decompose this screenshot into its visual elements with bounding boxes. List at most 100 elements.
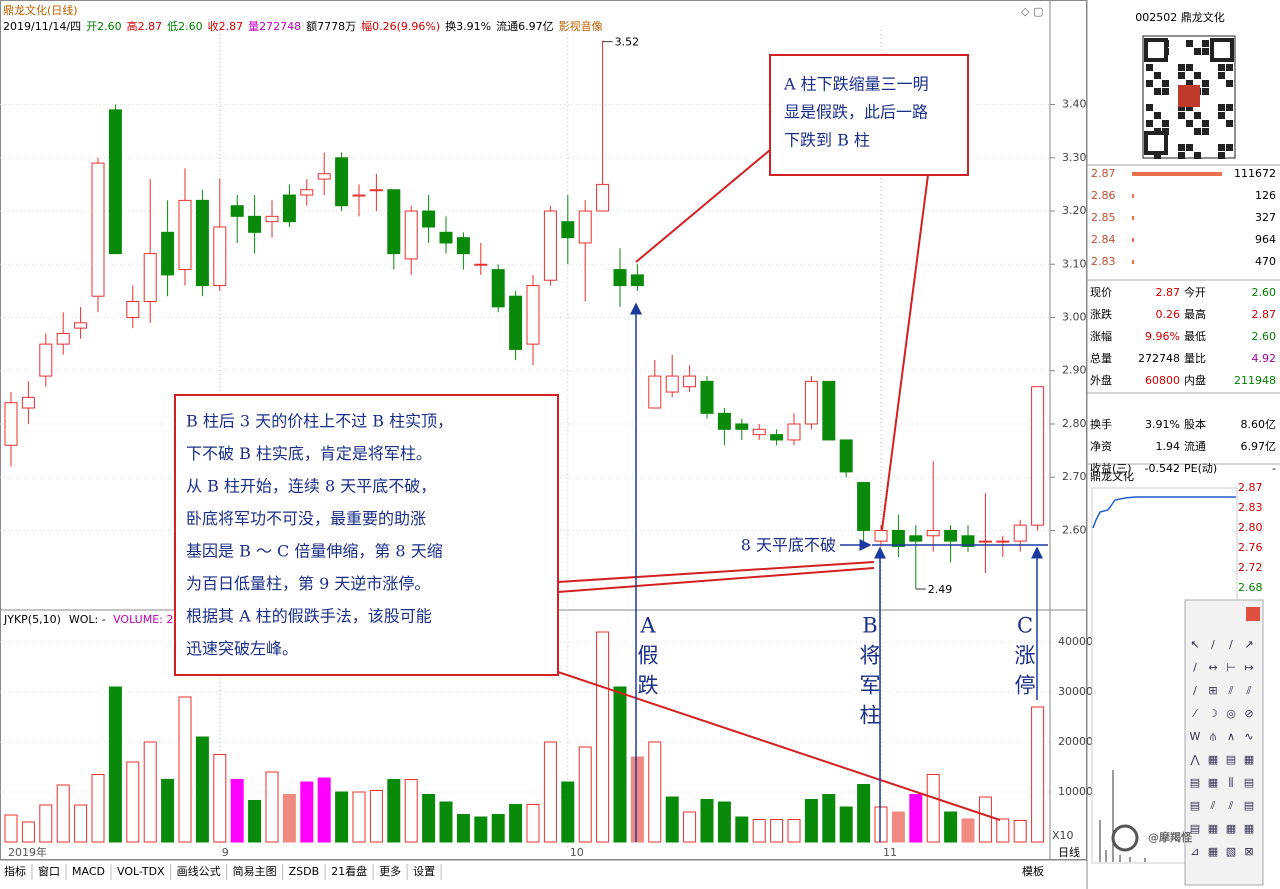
tool-icon[interactable]: ▦: [1226, 822, 1236, 835]
tool-icon[interactable]: ⊢: [1226, 661, 1236, 674]
tool-icon[interactable]: ◎: [1226, 707, 1236, 720]
tool-icon[interactable]: ⋀: [1189, 753, 1200, 766]
quote-cell: 涨幅: [1090, 330, 1112, 343]
info-item: 幅0.26(9.96%): [361, 20, 440, 33]
stock-code: 002502 鼎龙文化: [1135, 10, 1225, 24]
order-volume: 126: [1255, 189, 1276, 202]
candle-body: [491, 269, 505, 308]
quote-cell: 总量: [1090, 351, 1112, 365]
tool-icon[interactable]: ⫽: [1228, 684, 1234, 697]
qr-cell: [1202, 88, 1209, 95]
tool-icon[interactable]: ▤: [1244, 799, 1254, 812]
tool-icon[interactable]: ▤: [1190, 776, 1200, 789]
y-tick-label: 2.90: [1062, 364, 1087, 377]
volume-bar: [996, 818, 1010, 843]
tool-icon[interactable]: ↦: [1244, 661, 1253, 674]
marker-text: C: [1017, 614, 1033, 638]
tool-icon[interactable]: ⁄: [1191, 707, 1198, 720]
quote-cell: -0.542: [1145, 462, 1180, 475]
marker-text: 柱: [860, 704, 881, 728]
quote-cell: 2.87: [1252, 308, 1277, 321]
close-button[interactable]: [1246, 607, 1260, 621]
tool-icon[interactable]: ☽: [1208, 707, 1218, 720]
tool-icon[interactable]: ▤: [1226, 753, 1236, 766]
tool-icon[interactable]: /: [1211, 638, 1215, 651]
mini-axis-label: 2.68: [1238, 581, 1263, 594]
note-line: 根据其 A 柱的假跌手法，该股可能: [186, 607, 432, 626]
tool-icon[interactable]: ▤: [1190, 822, 1200, 835]
qr-cell: [1202, 120, 1209, 127]
tool-icon[interactable]: ▦: [1208, 822, 1218, 835]
quote-cell: 收益(三): [1090, 461, 1132, 475]
info-item: 额7778万: [306, 20, 356, 33]
volume-bar: [926, 774, 940, 843]
quote-cell: 6.97亿: [1241, 440, 1277, 453]
x-tick-label: 11: [883, 846, 897, 859]
candle-body: [369, 189, 383, 192]
qr-cell: [1146, 104, 1153, 111]
tool-icon[interactable]: ↔: [1208, 661, 1217, 674]
volume-bar: [74, 804, 88, 843]
window-icon[interactable]: ◇ ▢: [1021, 5, 1043, 18]
tool-icon[interactable]: ⫽: [1210, 799, 1216, 812]
candle-body: [265, 215, 279, 223]
candle-body: [996, 540, 1010, 543]
quote-cell: 涨跌: [1090, 307, 1112, 321]
qr-finder: [1210, 38, 1234, 62]
tool-icon[interactable]: ⊠: [1244, 845, 1253, 858]
tool-icon[interactable]: ▦: [1208, 776, 1218, 789]
tool-icon[interactable]: ▤: [1190, 799, 1200, 812]
tool-icon[interactable]: ▦: [1208, 845, 1218, 858]
tool-icon[interactable]: ∧: [1227, 730, 1235, 743]
tool-icon[interactable]: ⫽: [1228, 799, 1234, 812]
tool-icon[interactable]: ↖: [1190, 638, 1199, 651]
volume-bar: [230, 779, 244, 843]
mini-volume: [1099, 770, 1146, 862]
toolbar-item[interactable]: 设置: [413, 865, 435, 878]
toolbar-item[interactable]: 21看盘: [331, 864, 367, 878]
toolbar-item[interactable]: VOL-TDX: [117, 865, 165, 878]
tool-icon[interactable]: ▦: [1244, 822, 1254, 835]
toolbar-item[interactable]: 画线公式: [177, 864, 221, 878]
toolbar-item[interactable]: 指标: [4, 864, 26, 878]
info-item: 开2.60: [86, 20, 122, 33]
tool-icon[interactable]: /: [1229, 638, 1233, 651]
quote-cell: 换手: [1090, 417, 1112, 431]
tool-icon[interactable]: ▦: [1208, 753, 1218, 766]
toolbar-item[interactable]: 窗口: [38, 864, 60, 878]
qr-cell: [1226, 64, 1233, 71]
tool-icon[interactable]: ▦: [1244, 753, 1254, 766]
volume-bar: [683, 811, 697, 843]
tool-icon[interactable]: ▧: [1226, 845, 1236, 858]
order-price: 2.84: [1091, 233, 1116, 246]
toolbar-item[interactable]: 更多: [379, 864, 401, 878]
candle-body: [39, 343, 53, 377]
tool-icon[interactable]: ↗: [1244, 638, 1253, 651]
marker-text: 假: [638, 644, 659, 668]
tool-icon[interactable]: ▤: [1244, 776, 1254, 789]
toolbar-item[interactable]: MACD: [72, 865, 105, 878]
y-tick-label: 40000: [1058, 635, 1093, 648]
order-bar: [1132, 172, 1222, 176]
toolbar-item[interactable]: ZSDB: [289, 865, 320, 878]
order-bar: [1132, 260, 1134, 264]
mini-chart-line: [1092, 496, 1236, 529]
candle-body: [404, 210, 418, 260]
tool-icon[interactable]: ⊿: [1190, 845, 1199, 858]
quote-cell: 4.92: [1252, 352, 1277, 365]
tool-icon[interactable]: ⫛: [1210, 730, 1217, 743]
tool-icon[interactable]: ∿: [1244, 730, 1253, 743]
qr-cell: [1154, 152, 1161, 159]
tool-icon[interactable]: ⫽: [1246, 684, 1252, 697]
tool-icon[interactable]: /: [1193, 661, 1197, 674]
tool-icon[interactable]: ⫼: [1228, 776, 1233, 789]
tool-icon[interactable]: ⊘: [1244, 707, 1253, 720]
volume-bar: [613, 686, 627, 843]
candle-body: [317, 173, 331, 180]
toolbar-template[interactable]: 模板: [1022, 864, 1044, 878]
toolbar-item[interactable]: 简易主图: [233, 864, 277, 878]
tool-icon[interactable]: /: [1193, 684, 1197, 697]
tool-icon[interactable]: ⊞: [1208, 684, 1217, 697]
tool-icon[interactable]: W: [1190, 730, 1201, 743]
volume-bar: [265, 771, 279, 843]
